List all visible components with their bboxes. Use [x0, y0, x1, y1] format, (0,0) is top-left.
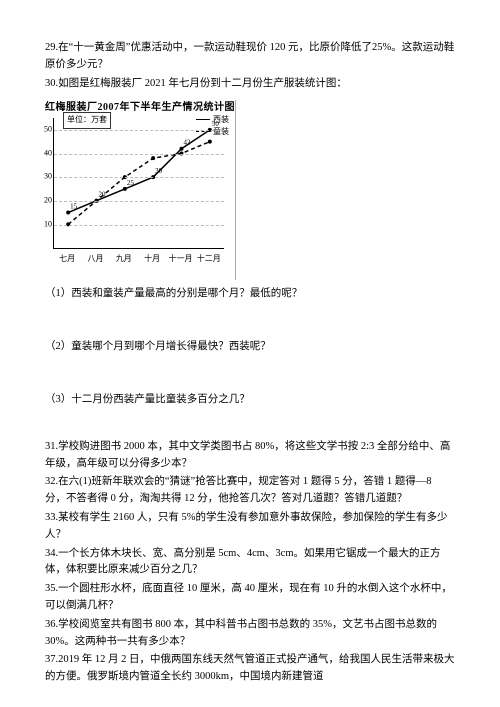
question-35: 35.一个圆柱形水杯，底面直径 10 厘米，高 40 厘米，现在有 10 升的水…	[45, 581, 455, 615]
svg-text:30: 30	[155, 167, 163, 175]
chart-plot-area: 152025304250 1020304050	[53, 118, 224, 249]
question-33: 33.某校有学生 2160 人，只有 5%的学生没有参加意外事故保险，参加保险的…	[45, 510, 455, 544]
question-30-3: （3）十二月份西装产量比童装多百分之几？	[45, 392, 455, 409]
question-30-1: （1）西装和童装产量最高的分别是哪个月？最低的呢？	[45, 286, 455, 303]
svg-text:25: 25	[127, 179, 135, 187]
svg-text:42: 42	[184, 139, 192, 147]
question-34: 34.一个长方体木块长、宽、高分别是 5cm、4cm、3cm。如果用它锯成一个最…	[45, 546, 455, 580]
question-32: 32.在六(1)班新年联欢会的“猜谜”抢答比赛中，规定答对 1 题得 5 分，答…	[45, 474, 455, 508]
question-31: 31.学校购进图书 2000 本，其中文学类图书占 80%，将这些文学书按 2:…	[45, 439, 455, 473]
question-36: 36.学校阅览室共有图书 800 本，其中科普书占图书总数的 35%，文艺书占图…	[45, 617, 455, 651]
question-30-2: （2）童装哪个月到哪个月增长得最快？西装呢？	[45, 339, 455, 356]
svg-text:50: 50	[212, 120, 220, 128]
chart-x-axis: 七月八月九月十月十一月十二月	[53, 253, 223, 266]
question-30-stem: 30.如图是红梅服装厂 2021 年七月份到十二月份生产服装统计图：	[45, 76, 455, 93]
svg-text:15: 15	[70, 203, 78, 211]
chart-container: 红梅服装厂2007年下半年生产情况统计图 单位：万套 西装 童装 1520253…	[45, 100, 236, 280]
chart-unit: 单位：万套	[63, 112, 111, 129]
question-37: 37.2019 年 12 月 2 日，中俄两国东线天然气管道正式投产通气，给我国…	[45, 652, 455, 686]
svg-text:20: 20	[99, 191, 107, 199]
question-29: 29.在“十一黄金周”优惠活动中，一款运动鞋现价 120 元，比原价降低了25%…	[45, 40, 455, 74]
